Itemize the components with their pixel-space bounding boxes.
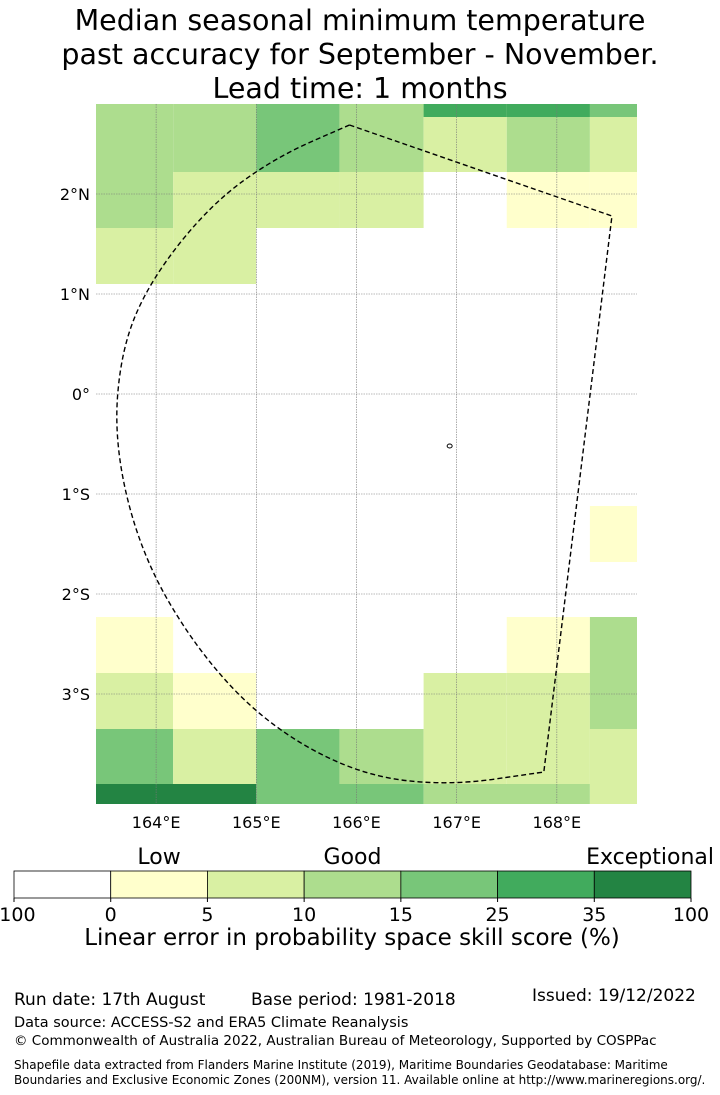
skill-map: 164°E 165°E 166°E 167°E 168°E 2°N 1°N 0° 1°S 2°S 3… — [60, 104, 637, 832]
data-source: Data source: ACCESS-S2 and ERA5 Climate … — [14, 1015, 409, 1031]
skill-cell — [96, 617, 174, 673]
colorbar-tick-label: 35 — [582, 904, 606, 926]
colorbar-tick-label: 10 — [292, 904, 316, 926]
skill-cell — [506, 172, 590, 228]
island-marker — [446, 443, 453, 449]
title-line-3: Lead time: 1 months — [212, 72, 508, 105]
skill-cell — [506, 617, 590, 673]
colorbar-segment — [207, 870, 305, 899]
skill-cells — [96, 104, 637, 804]
skill-cell — [589, 673, 637, 729]
graticule — [96, 104, 637, 804]
skill-cell — [339, 729, 424, 784]
colorbar-tick-label: 100 — [673, 904, 709, 926]
skill-cell — [589, 784, 637, 804]
lon-tick-label: 168°E — [533, 813, 582, 832]
skill-cell — [589, 617, 637, 673]
lat-tick-label: 1°N — [60, 285, 90, 304]
colorbar-segment — [593, 870, 692, 899]
map-title: Median seasonal minimum temperature past… — [0, 4, 720, 106]
lon-tick-label: 165°E — [232, 813, 281, 832]
lon-tick-label: 167°E — [432, 813, 481, 832]
skill-cell — [96, 172, 174, 228]
axis-tick-labels: 164°E 165°E 166°E 167°E 168°E 2°N 1°N 0° 1°S 2°S 3… — [60, 185, 581, 832]
skill-cell — [589, 172, 637, 228]
skill-cell — [173, 729, 257, 784]
skill-cell — [256, 104, 340, 172]
colorbar-tick-label: 15 — [389, 904, 413, 926]
skill-cell — [423, 673, 507, 729]
skill-cell — [339, 104, 424, 172]
copyright-notice: © Commonwealth of Australia 2022, Austra… — [14, 1033, 657, 1049]
issued-date: Issued: 19/12/2022 — [532, 986, 696, 1006]
colorbar-segment — [110, 870, 208, 899]
legend-category-label: Exceptional — [586, 845, 714, 870]
colorbar-segment — [303, 870, 402, 899]
skill-cell — [589, 729, 637, 784]
skill-cell — [96, 729, 174, 784]
skill-cell — [96, 673, 174, 729]
skill-cell — [96, 104, 174, 172]
skill-cell — [96, 784, 257, 804]
base-period: Base period: 1981-2018 — [251, 990, 456, 1010]
skill-cell — [506, 104, 590, 117]
skill-cell — [423, 104, 507, 117]
legend-category-label: Low — [137, 845, 180, 870]
colorbar-ticks: -100 0 5 10 15 25 35 100 — [0, 898, 709, 926]
colorbar-tick-label: 5 — [201, 904, 213, 926]
skill-cell — [423, 729, 507, 784]
legend-categories: Low Good Exceptional — [137, 845, 714, 870]
colorbar-tick-label: 25 — [485, 904, 509, 926]
colorbar-segment — [13, 870, 112, 899]
lat-tick-label: 3°S — [62, 685, 90, 704]
lat-tick-label: 1°S — [62, 485, 90, 504]
colorbar-label: Linear error in probability space skill … — [84, 925, 620, 950]
skill-cell — [173, 172, 257, 228]
skill-cell — [256, 784, 424, 804]
skill-cell — [589, 506, 637, 562]
skill-cell — [423, 784, 590, 804]
colorbar-tick-label: 0 — [105, 904, 117, 926]
skill-cell — [173, 104, 257, 172]
lat-tick-label: 2°S — [62, 585, 90, 604]
shapefile-credit-line-2: Boundaries and Exclusive Economic Zones … — [14, 1073, 706, 1087]
skill-cell — [173, 673, 257, 729]
lat-tick-label: 0° — [72, 385, 90, 404]
lat-tick-label: 2°N — [60, 185, 90, 204]
title-line-2: past accuracy for September - November. — [61, 38, 659, 71]
colorbar-segment — [497, 870, 595, 899]
colorbar-segment — [400, 870, 498, 899]
skill-cell — [173, 228, 257, 284]
skill-cell — [339, 172, 424, 228]
title-line-1: Median seasonal minimum temperature — [74, 4, 646, 37]
colorbar-legend: Low Good Exceptional -100 0 5 10 15 25 35 100 Lin… — [0, 845, 714, 950]
colorbar-tick-label: -100 — [0, 904, 36, 926]
colorbar — [13, 870, 692, 899]
skill-cell — [589, 104, 637, 117]
legend-category-label: Good — [324, 845, 382, 870]
lon-tick-label: 164°E — [132, 813, 181, 832]
shapefile-credit-line-1: Shapefile data extracted from Flanders M… — [14, 1058, 668, 1072]
skill-cell — [506, 673, 590, 729]
run-date: Run date: 17th August — [14, 990, 206, 1010]
skill-cell — [256, 172, 340, 228]
lon-tick-label: 166°E — [332, 813, 381, 832]
eez-boundary — [116, 124, 613, 784]
skill-cell — [96, 228, 174, 284]
